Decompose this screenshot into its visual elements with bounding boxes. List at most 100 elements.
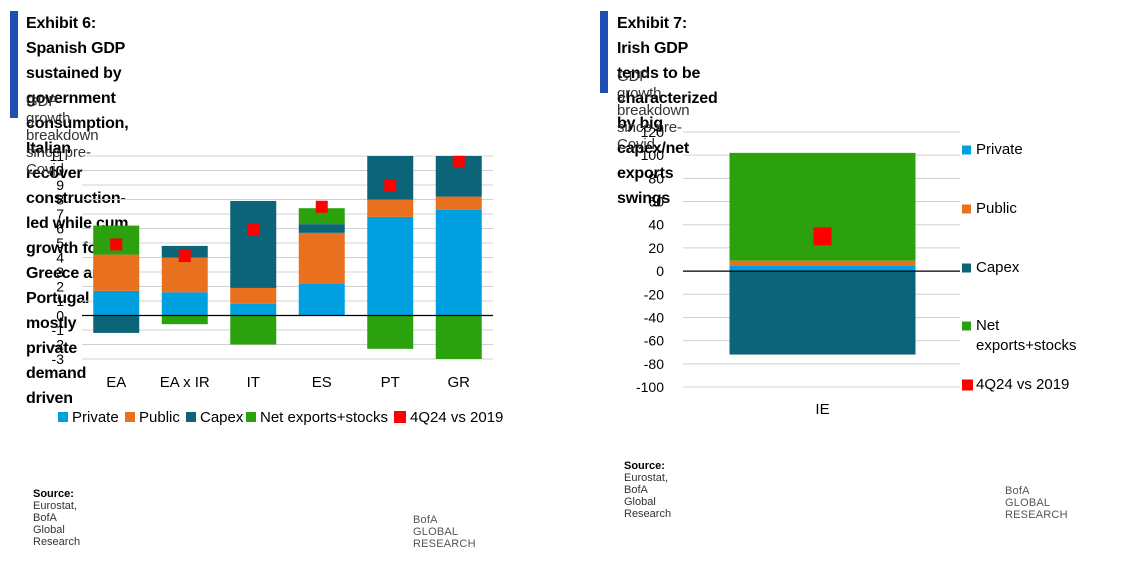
bar-private [298, 283, 345, 316]
bar-private [230, 303, 277, 316]
bar-net-exports [230, 315, 277, 345]
exhibit-6-source: Source: Eurostat, BofA Global Research [33, 488, 80, 548]
x-tick-label: EA [106, 374, 126, 391]
exhibit-7-source-label: Source: [624, 460, 665, 472]
bar-capex [230, 200, 277, 288]
legend-swatch-private [58, 412, 68, 422]
bar-public [367, 199, 414, 217]
exhibit-6-brand: BofA GLOBAL RESEARCH [413, 514, 476, 550]
exhibit-6-title-line: Italian recover construction-led while c… [26, 140, 129, 282]
legend-label-line: Capex [976, 259, 1020, 276]
y-tick-label: 0 [56, 308, 64, 324]
y-tick-label: 100 [641, 147, 665, 163]
exhibit-6-accent-bar [10, 11, 18, 118]
legend-label-line: Net [976, 317, 1000, 334]
exhibit-7-chart: -100 -80 -60 -40 -20 0 20 40 60 80 100 120 IE Private… [636, 124, 1077, 418]
legend-swatch-capex [962, 263, 971, 273]
legend-swatch-net-exports [962, 321, 971, 331]
legend-swatch-public [962, 204, 971, 214]
y-tick-label: -80 [644, 356, 664, 372]
bar-capex [93, 315, 140, 333]
y-tick-label: 40 [648, 217, 664, 233]
y-tick-label: 1 [56, 293, 64, 309]
exhibit-6-source-text: Eurostat, BofA Global Research [33, 500, 81, 548]
y-tick-label: 120 [641, 124, 665, 140]
y-tick-label: 7 [56, 206, 64, 222]
legend-swatch-marker [962, 379, 973, 391]
legend-label-net-exports: Net exports+stocks [976, 317, 1076, 354]
x-tick-label: IT [247, 374, 260, 391]
bar-net-exports [298, 208, 345, 225]
y-tick-label: 80 [648, 170, 664, 186]
exhibit-7-title-line: exports swings [617, 165, 674, 207]
y-tick-label: 60 [648, 194, 664, 210]
bar-capex [367, 156, 414, 200]
bar-private [729, 265, 916, 272]
x-tick-label: GR [448, 374, 471, 391]
bar-capex [298, 224, 345, 233]
bar-net-exports [161, 315, 208, 325]
bar-public [435, 196, 482, 210]
x-tick-label: IE [815, 401, 829, 418]
exhibit-7-source-text: Eurostat, BofA Global Research [624, 472, 672, 520]
legend-swatch-private [962, 145, 971, 155]
y-tick-label: 10 [48, 163, 64, 179]
y-tick-label: 6 [56, 221, 64, 237]
y-tick-label: -2 [52, 337, 65, 353]
bar-private [435, 209, 482, 316]
x-tick-label: ES [312, 374, 332, 391]
legend-label-line: 4Q24 vs 2019 [976, 376, 1069, 393]
bar-private [93, 290, 140, 316]
bar-net-exports [367, 315, 414, 349]
legend-label-capex: Capex [976, 259, 1020, 276]
y-tick-label: 2 [56, 279, 64, 295]
marker-4q24-vs-2019 [110, 238, 123, 251]
exhibit-6-source-label: Source: [33, 488, 74, 500]
bar-public [298, 232, 345, 284]
legend-swatch-net-exports [246, 412, 256, 422]
exhibit-6-title: Exhibit 6: Spanish GDP sustained by gove… [26, 11, 129, 411]
legend-label-net-exports: Net exports+stocks [260, 409, 388, 426]
bar-capex [729, 271, 916, 355]
legend-label-line: Public [976, 200, 1017, 217]
exhibit-6-title-line: Exhibit 6: Spanish GDP sustained by gove… [26, 15, 129, 132]
y-tick-label: 8 [56, 192, 64, 208]
y-tick-label: 4 [56, 250, 64, 266]
marker-4q24-vs-2019 [247, 223, 260, 236]
exhibit-6-subtitle: GDP growth breakdown since pre-Covid [26, 93, 99, 178]
marker-4q24-vs-2019 [315, 200, 328, 213]
exhibit-7-title-line: Exhibit 7: Irish GDP tends to be charact… [617, 15, 718, 157]
legend-label-public: Public [139, 409, 180, 426]
legend-label-line: exports+stocks [976, 337, 1076, 354]
exhibit-7-subtitle: GDP growth breakdown since pre-Covid [617, 68, 690, 153]
legend-swatch-marker [394, 411, 406, 423]
legend-label-private: Private [976, 141, 1023, 158]
y-tick-label: 20 [648, 240, 664, 256]
y-tick-label: 11 [49, 148, 64, 164]
x-tick-label: PT [381, 374, 400, 391]
marker-4q24-vs-2019 [452, 155, 465, 168]
legend-label-capex: Capex [200, 409, 244, 426]
y-tick-label: -60 [644, 333, 664, 349]
bar-public [161, 257, 208, 293]
y-tick-label: -1 [52, 322, 65, 338]
y-tick-label: -40 [644, 309, 664, 325]
legend-label-marker: 4Q24 vs 2019 [410, 409, 503, 426]
legend-label-public: Public [976, 200, 1017, 217]
y-tick-label: -100 [636, 379, 664, 395]
exhibit-7-source: Source: Eurostat, BofA Global Research [624, 460, 671, 520]
bar-private [367, 216, 414, 316]
exhibit-6-title-line: Portugal mostly private demand driven [26, 290, 90, 407]
legend-label-marker: 4Q24 vs 2019 [976, 376, 1069, 393]
legend-label-private: Private [72, 409, 119, 426]
bar-net-exports [435, 315, 482, 359]
legend-swatch-public [125, 412, 135, 422]
y-tick-label: 5 [56, 235, 64, 251]
y-tick-label: -3 [52, 351, 65, 367]
y-tick-label: -20 [644, 286, 664, 302]
bar-public [230, 287, 277, 304]
marker-4q24-vs-2019 [178, 250, 191, 263]
y-tick-label: 3 [56, 264, 64, 280]
y-tick-label: 9 [56, 177, 64, 193]
legend-swatch-capex [186, 412, 196, 422]
